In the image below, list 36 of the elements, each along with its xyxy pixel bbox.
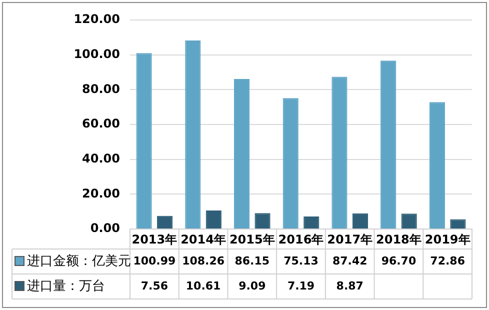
y-tick-label: 100.00: [74, 46, 120, 61]
y-tick-label: 60.00: [82, 116, 120, 131]
bar: [429, 102, 445, 228]
data-label: 87.42: [332, 254, 368, 268]
bar: [234, 78, 250, 228]
x-tick-label: 2013年: [132, 232, 178, 246]
bar: [136, 53, 152, 228]
y-tick-label: 120.00: [74, 12, 120, 26]
data-label: 108.26: [182, 254, 225, 268]
data-label: 100.99: [133, 254, 176, 268]
legend-label: 进口金额：亿美元: [27, 252, 131, 269]
y-tick-label: 0.00: [90, 221, 120, 236]
data-label: 86.15: [234, 254, 270, 268]
bar: [380, 60, 396, 228]
legend-label: 进口量：万台: [27, 278, 105, 294]
data-label: 9.09: [238, 279, 266, 292]
data-label: 72.86: [430, 254, 466, 268]
x-tick-label: 2019年: [424, 232, 470, 246]
x-tick-label: 2018年: [376, 232, 422, 246]
data-label: 8.87: [336, 279, 364, 292]
x-tick-label: 2017年: [327, 232, 373, 246]
bar: [450, 219, 466, 228]
x-tick-label: 2016年: [278, 232, 324, 246]
bar: [332, 76, 348, 228]
bar: [282, 98, 298, 228]
y-tick-label: 20.00: [82, 186, 120, 200]
y-tick-label: 80.00: [82, 82, 120, 96]
data-label: 75.13: [284, 254, 318, 268]
x-tick-label: 2015年: [229, 232, 275, 246]
data-label: 10.61: [186, 279, 221, 292]
x-tick-label: 2014年: [180, 232, 226, 246]
bar: [185, 40, 201, 228]
data-label: 96.70: [381, 254, 416, 268]
data-label: 7.19: [287, 279, 315, 292]
y-tick-label: 40.00: [82, 151, 120, 166]
data-label: 7.56: [140, 279, 168, 292]
